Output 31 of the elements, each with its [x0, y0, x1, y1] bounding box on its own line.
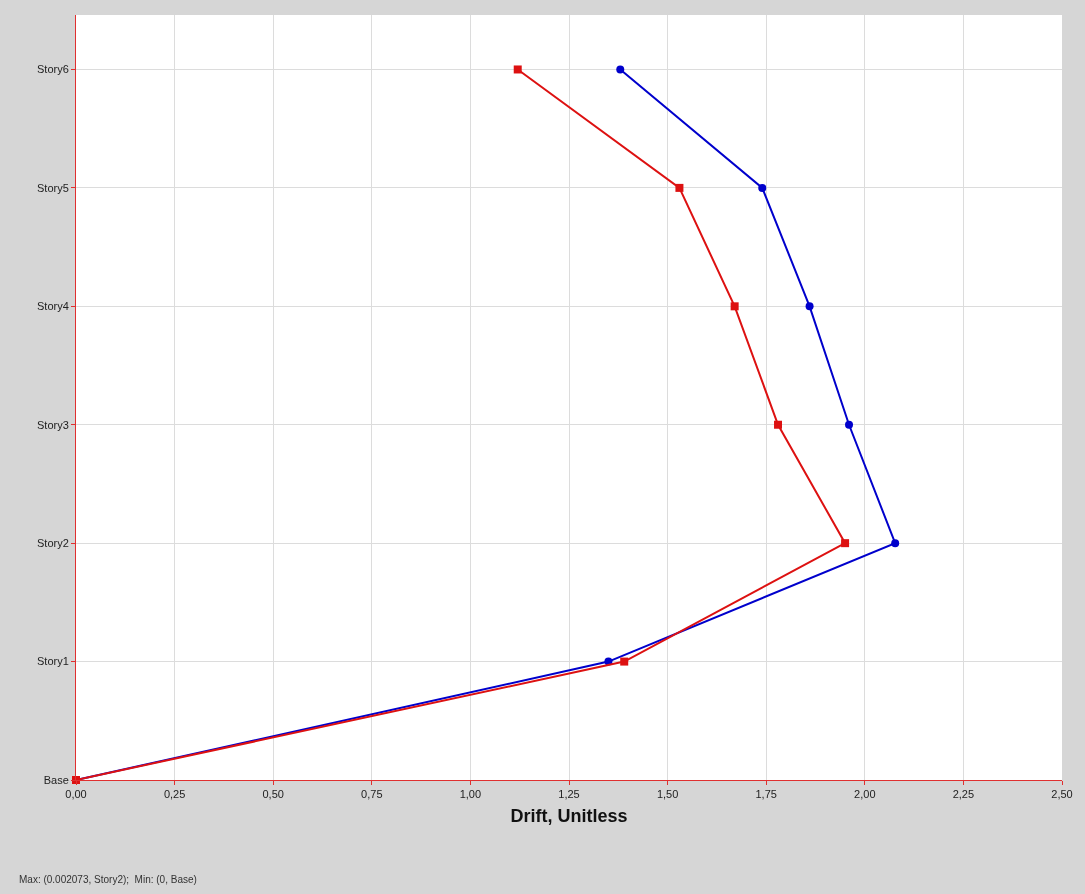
- point: [616, 65, 625, 74]
- y-tick-label: Base: [43, 773, 69, 786]
- y-tick-label: Story2: [37, 537, 69, 550]
- point: [841, 539, 850, 548]
- y-tick-label: Story5: [37, 181, 69, 194]
- x-tick-label: 0,00: [65, 788, 87, 801]
- x-tick-label: 2,00: [854, 788, 876, 801]
- point: [730, 302, 739, 311]
- point: [845, 420, 854, 429]
- x-axis-title: Drift, Unitless: [510, 806, 628, 827]
- x-tick-label: 1,25: [558, 788, 580, 801]
- point: [675, 183, 684, 192]
- y-tick-label: Story3: [37, 418, 69, 431]
- x-tick-label: 0,50: [262, 788, 284, 801]
- text: Max: (0.002073, Story2); Min: (0, Base): [19, 874, 197, 885]
- x-tick-label: 0,25: [163, 788, 186, 801]
- point: [774, 420, 783, 429]
- y-tick-label: Story1: [37, 655, 69, 668]
- x-tick-label: 2,50: [1051, 788, 1073, 801]
- point: [513, 65, 522, 74]
- x-tick-label: 1,00: [459, 788, 482, 801]
- point: [805, 302, 814, 311]
- point: [891, 539, 900, 548]
- y-tick-label: Story4: [37, 300, 69, 313]
- point: [758, 183, 767, 192]
- x-tick-label: 1,75: [755, 788, 777, 801]
- x-tick-label: 0,75: [361, 788, 383, 801]
- point: [620, 657, 629, 666]
- x-tick-label: 2,25: [952, 788, 975, 801]
- x-tick-label: 1,50: [656, 788, 679, 801]
- y-tick-label: Story6: [37, 63, 69, 76]
